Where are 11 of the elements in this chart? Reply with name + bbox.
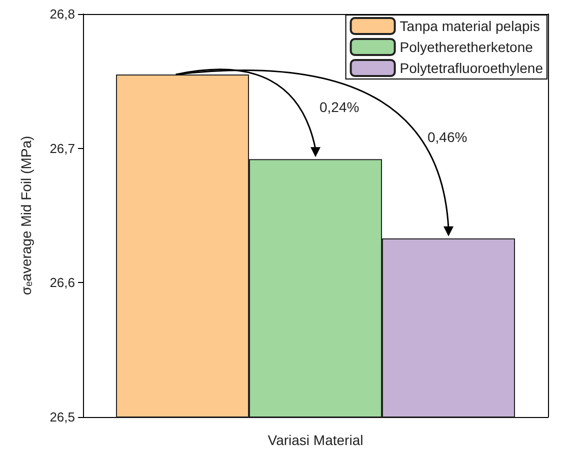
y-axis-title: σₑaverage Mid Foil (MPa) [18, 136, 34, 296]
legend-label: Tanpa material pelapis [400, 18, 540, 34]
y-tick-label: 26,8 [50, 6, 75, 22]
annotation: 0,24% [320, 99, 360, 116]
legend-label: Polytetrafluoroethylene [400, 60, 544, 76]
y-tick-label: 26,7 [50, 140, 75, 156]
annotation: 0,46% [428, 129, 468, 146]
y-tick-label: 26,6 [50, 275, 75, 290]
y-tick-label: 26,5 [50, 410, 75, 424]
legend-label: Polyetheretherketone [400, 39, 534, 55]
x-axis-title: Variasi Material [268, 432, 364, 448]
